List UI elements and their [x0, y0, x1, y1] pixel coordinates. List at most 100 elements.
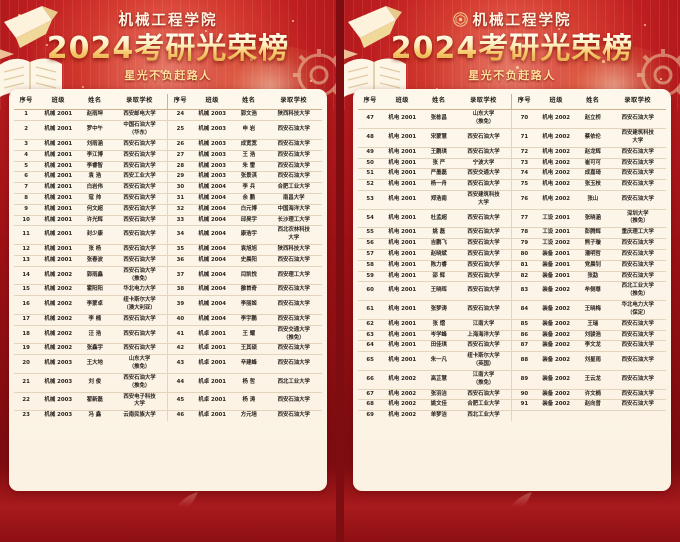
table-cell: 14 [14, 266, 39, 286]
table-cell: 60 [358, 281, 383, 302]
table-cell: 49 [358, 147, 383, 159]
table-row: 67 机电 2002 张羽洁 西安石油大学 90 装备 2002 许文楠 西安石油大学 [358, 389, 666, 401]
table-cell: 46 [176, 412, 185, 419]
table-cell: 78 [511, 227, 537, 240]
table-cell: 西安石油大学 [455, 147, 513, 159]
table-cell: 邱昊宇 [232, 215, 266, 227]
table-row: 66 机电 2002 高芷慧 江南大学 （推免） 89 装备 2002 王云龙 西安石油大学 [358, 370, 666, 390]
table-cell: 赵龙辉 [576, 147, 610, 159]
table-cell: 西安石油大学 [111, 204, 169, 216]
table-cell: 西安石油大学 [111, 161, 169, 173]
table-row: 1 机械 2001 赵雨坤 西安邮电大学 24 机械 2003 郭文浩 陕西科技大学 [14, 109, 322, 122]
table-row: 17 机械 2002 李 楠西安石油大学 40 机械 2004 李宇鹏 西安石油大学 [14, 314, 322, 326]
table-cell: 机电 2001 [382, 300, 423, 320]
table-cell: 姚 磊 [422, 227, 456, 240]
table-cell: 机械 2004 [192, 193, 233, 205]
table-cell: 刘雨涵 [78, 139, 112, 151]
table-cell: 华北电力大学 （保定） [609, 300, 666, 320]
table-cell: 机电 2001 [382, 271, 423, 283]
table-cell: 西安石油大学 [455, 249, 513, 261]
table-cell: 西安建筑科技 大学 [455, 190, 513, 210]
table-row: 16 机械 2002 李蒙卓 纽卡斯尔大学 （澳大利亚） 39 机械 2004 李丽姬 西安石油… [14, 295, 322, 315]
table-cell: 装备 2001 [536, 260, 577, 272]
table-cell: 装备 2002 [536, 340, 577, 353]
table-cell: 机械 2003 [192, 150, 233, 162]
table-cell: 郑浩南 [422, 190, 456, 210]
table-cell: 严墨磊 [422, 168, 456, 181]
table-cell: 机电 2002 [536, 147, 577, 159]
table-cell: 机械 2001 [38, 120, 79, 140]
table-cell: 张鑫宇 [78, 343, 112, 356]
table-cell: 10 [14, 215, 39, 227]
table-cell: 中国海洋大学 [265, 204, 322, 216]
table-cell: 成宽宽 [232, 139, 266, 151]
table-cell: 机电 2001 [382, 281, 423, 302]
table-row: 47 机电 2001 张栋昌 山东大学 （推免） 70 机电 2002 赵立桥 西安石油大学 [358, 109, 666, 130]
table-cell: 西安石油大学 [265, 255, 322, 267]
table-cell: 22 [14, 392, 39, 412]
table-cell: 陕西科技大学 [265, 109, 322, 122]
table-cell: 西北工业大学 （推免） [609, 281, 666, 302]
table-cell: 机卓 2001 [192, 343, 233, 356]
table-cell: 机电 2002 [382, 389, 423, 401]
table-cell: 机械 2001 [38, 255, 79, 267]
table-cell: 机械 2004 [192, 266, 233, 286]
table-cell: 岑学峰 [422, 330, 456, 342]
table-cell: 42 [167, 343, 193, 356]
table-row: 23 机械 2003 冯 鑫 云南民族大学 46 机卓 2001 方元培 西安石油大学 [14, 410, 322, 422]
table-cell: 李江博 [78, 150, 112, 162]
table-cell: 机械 2003 [38, 354, 79, 374]
table-cell: 20 [14, 354, 39, 374]
table-cell: 王其硕 [232, 343, 266, 356]
table-cell: 刘骏浩 [576, 330, 610, 342]
column-header-0: 序号 [14, 94, 39, 111]
table-cell: 机械 2001 [38, 150, 79, 162]
table-cell: 67 [358, 389, 383, 401]
table-cell: 姚文佳 [422, 399, 456, 412]
column-header-4: 序号 [511, 94, 537, 111]
table-cell: 88 [511, 351, 537, 371]
table-cell: 机械 2003 [192, 120, 233, 140]
table-row: 62 机电 2001 张 熠江南大学 85 装备 2002 王瑞 西安石油大学 [358, 319, 666, 331]
table-cell: 赵向曾 [576, 399, 610, 412]
table-cell: 机电 2001 [382, 179, 423, 191]
table-cell: 西安石油大学 [265, 314, 322, 326]
table-header-row-right: 序号 班级 姓名 录取学校 序号 班级 姓名 录取学校 [358, 94, 666, 111]
table-cell: 袁旭旭 [232, 244, 266, 256]
table-cell: 西安石油大学 [609, 260, 666, 272]
table-cell: 36 [167, 255, 193, 267]
table-cell: 47 [358, 109, 383, 130]
table-cell: 机械 2004 [192, 295, 233, 315]
table-cell: 18 [14, 325, 39, 345]
table-cell: 西北工业大学 [455, 410, 513, 422]
table-cell: 西安电子科技 大学 [111, 392, 169, 412]
table-cell: 张 熠 [422, 319, 456, 331]
table-cell: 西安石油大学 [609, 190, 666, 210]
poster-slogan-right: 星光不负赶路人 [468, 69, 556, 83]
column-header-1: 班级 [382, 94, 423, 111]
table-cell: 50 [358, 158, 383, 170]
table-cell: 潘明哲 [576, 249, 610, 261]
table-cell: 90 [511, 389, 537, 401]
table-cell: 党晨钊 [576, 260, 610, 272]
table-cell: 白元博 [232, 204, 266, 216]
table-cell: 王 浩 [232, 150, 266, 162]
table-cell: 西安交通大学 [455, 168, 513, 181]
table-cell [536, 411, 576, 421]
table-cell: 机电 2001 [382, 238, 423, 250]
table-cell: 机电 2001 [382, 340, 423, 353]
table-cell: 西安石油大学 [609, 179, 666, 191]
table-cell: 机械 2002 [38, 343, 79, 356]
table-cell: 西安工业大学 [111, 171, 169, 184]
table-cell: 机械 2004 [192, 225, 233, 246]
table-cell: 机械 2004 [192, 244, 233, 256]
table-cell: 西安石油大学 [111, 150, 169, 162]
table-cell: 68 [358, 399, 383, 412]
table-cell: 机电 2001 [382, 227, 423, 240]
table-cell: 33 [167, 215, 193, 227]
table-cell: 79 [511, 238, 537, 250]
table-cell: 西安石油大学 （推免） [111, 266, 169, 286]
table-cell: 9 [14, 204, 39, 216]
table-cell: 上海海洋大学 [455, 330, 513, 342]
column-header-6: 姓名 [232, 94, 266, 111]
